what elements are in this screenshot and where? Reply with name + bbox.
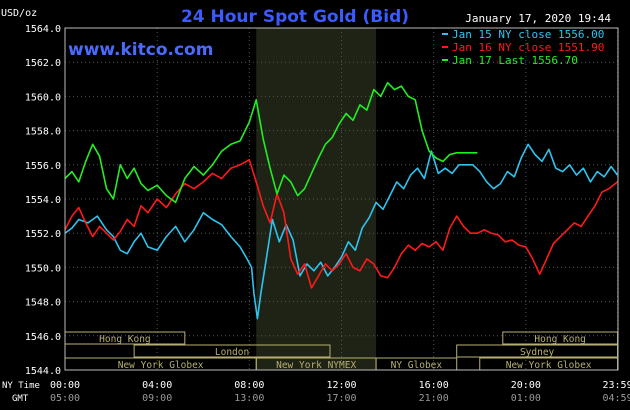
session-label: Hong Kong <box>534 334 585 345</box>
x-tick-label-gmt: 13:00 <box>234 393 264 404</box>
y-tick-label: 1552.0 <box>25 229 61 240</box>
y-axis-unit-label: USD/oz <box>1 8 37 19</box>
chart-title: 24 Hour Spot Gold (Bid) <box>181 7 409 27</box>
series-line-1 <box>64 143 619 320</box>
plot-frame <box>64 27 619 371</box>
session-label: New York Globex <box>506 360 592 371</box>
timestamp: January 17, 2020 19:44 <box>465 12 611 25</box>
price-series <box>64 81 619 320</box>
session-label: New York Globex <box>118 360 204 371</box>
market-sessions: Hong Kong Hong Kong London Sydney New York G… <box>64 331 619 371</box>
y-tick-label: 1558.0 <box>25 127 61 138</box>
y-tick-label: 1560.0 <box>25 92 61 103</box>
session-bar <box>133 344 331 358</box>
brand-watermark: www.kitco.com <box>68 40 213 60</box>
shaded-band <box>256 28 377 370</box>
session-label: London <box>215 347 249 358</box>
x-tick-label-gmt: 09:00 <box>142 393 172 404</box>
y-tick-label: 1556.0 <box>25 161 61 172</box>
x-tick-label-gmt: 21:00 <box>419 393 449 404</box>
ny-time-label: NY Time <box>2 381 40 391</box>
series-line-2 <box>64 158 618 289</box>
x-tick-label-gmt: 04:59 <box>602 393 630 404</box>
y-tick-label: 1564.0 <box>25 24 61 35</box>
x-tick-label-ny: 23:59 <box>602 380 630 391</box>
y-tick-label: 1554.0 <box>25 195 61 206</box>
gmt-label: GMT <box>12 394 29 404</box>
nymex-shaded-region <box>256 28 377 370</box>
x-tick-label-ny: 16:00 <box>419 380 449 391</box>
x-tick-label-ny: 00:00 <box>50 380 80 391</box>
legend-entry: Jan 16 NY close 1551.90 <box>452 41 604 54</box>
y-tick-label: 1562.0 <box>25 58 61 69</box>
session-label: Hong Kong <box>99 334 150 345</box>
legend-entry: Jan 15 NY close 1556.00 <box>452 28 604 41</box>
x-tick-label-ny: 04:00 <box>142 380 172 391</box>
y-tick-label: 1546.0 <box>25 332 61 343</box>
y-tick-label: 1548.0 <box>25 298 61 309</box>
legend-entry: Jan 17 Last 1556.70 <box>452 54 578 67</box>
session-label: New York NYMEX <box>276 360 356 371</box>
x-tick-label-gmt: 17:00 <box>326 393 356 404</box>
session-label: NY Globex <box>391 360 443 371</box>
y-tick-label: 1550.0 <box>25 263 61 274</box>
session-label: Sydney <box>520 347 555 358</box>
x-tick-label-ny: 08:00 <box>234 380 264 391</box>
x-tick-label-gmt: 01:00 <box>511 393 541 404</box>
axes: 1544.0 1546.0 1548.0 1550.0 1552.0 1554.0 1556… <box>25 24 630 404</box>
x-tick-label-ny: 12:00 <box>326 380 356 391</box>
x-tick-label-ny: 20:00 <box>511 380 541 391</box>
x-tick-label-gmt: 05:00 <box>50 393 80 404</box>
series-line-3 <box>64 81 478 204</box>
y-tick-label: 1544.0 <box>25 366 61 377</box>
